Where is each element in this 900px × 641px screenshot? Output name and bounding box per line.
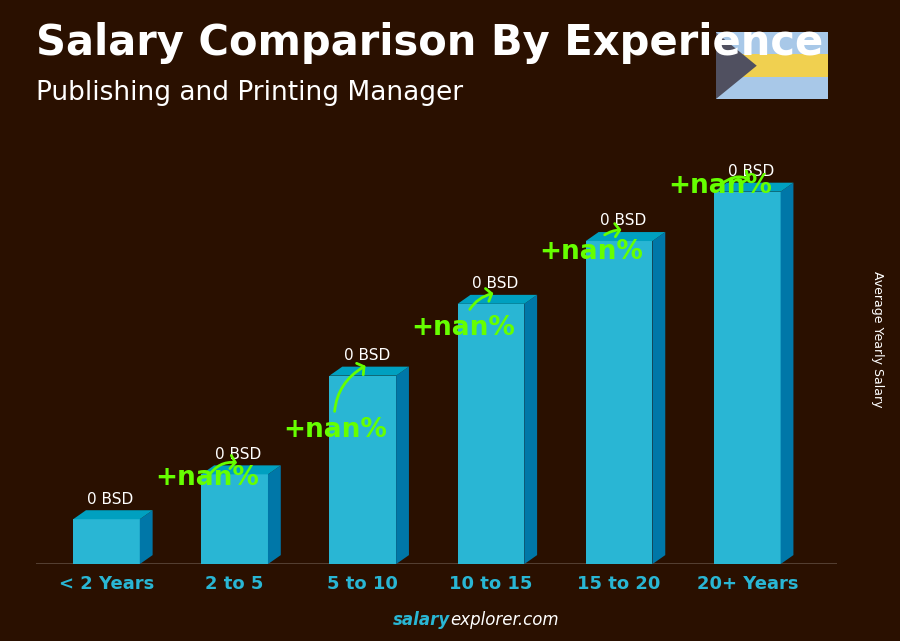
Bar bbox=[716, 77, 828, 99]
Polygon shape bbox=[396, 367, 409, 564]
Bar bbox=[457, 304, 525, 564]
Polygon shape bbox=[73, 510, 153, 519]
Polygon shape bbox=[714, 183, 794, 192]
Polygon shape bbox=[586, 232, 665, 241]
Bar bbox=[329, 376, 396, 564]
Text: 0 BSD: 0 BSD bbox=[472, 276, 518, 291]
Text: 0 BSD: 0 BSD bbox=[215, 447, 262, 462]
Polygon shape bbox=[202, 465, 281, 474]
Text: Publishing and Printing Manager: Publishing and Printing Manager bbox=[36, 80, 464, 106]
Polygon shape bbox=[780, 183, 794, 564]
Polygon shape bbox=[268, 465, 281, 564]
Polygon shape bbox=[457, 295, 537, 304]
Polygon shape bbox=[140, 510, 153, 564]
Text: Salary Comparison By Experience: Salary Comparison By Experience bbox=[36, 22, 824, 65]
Bar bbox=[716, 54, 828, 77]
Text: +nan%: +nan% bbox=[411, 288, 516, 340]
Text: 0 BSD: 0 BSD bbox=[344, 348, 390, 363]
Text: +nan%: +nan% bbox=[668, 171, 771, 199]
Polygon shape bbox=[652, 232, 665, 564]
Bar bbox=[716, 32, 828, 54]
Text: +nan%: +nan% bbox=[540, 224, 644, 265]
Text: +nan%: +nan% bbox=[284, 363, 387, 443]
Text: Average Yearly Salary: Average Yearly Salary bbox=[871, 272, 884, 408]
Text: salary: salary bbox=[392, 612, 450, 629]
Bar bbox=[73, 519, 140, 564]
Text: 0 BSD: 0 BSD bbox=[87, 492, 133, 506]
Text: 0 BSD: 0 BSD bbox=[599, 213, 646, 228]
Text: explorer.com: explorer.com bbox=[450, 612, 559, 629]
Polygon shape bbox=[525, 295, 537, 564]
Polygon shape bbox=[716, 32, 757, 99]
Polygon shape bbox=[329, 367, 409, 376]
Bar bbox=[586, 241, 652, 564]
Text: 0 BSD: 0 BSD bbox=[728, 164, 774, 179]
Bar bbox=[714, 192, 780, 564]
Text: +nan%: +nan% bbox=[155, 456, 259, 492]
Bar bbox=[202, 474, 268, 564]
